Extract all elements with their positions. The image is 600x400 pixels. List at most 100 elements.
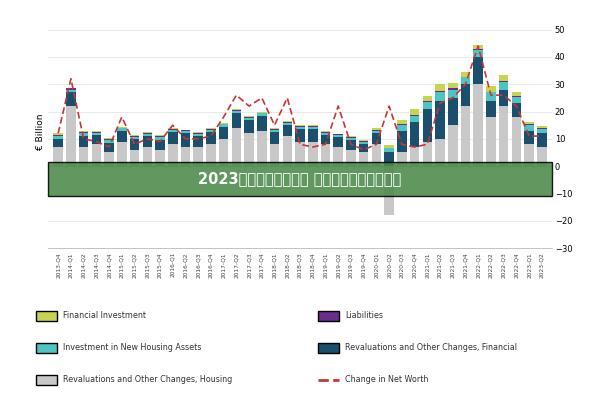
Bar <box>524 125 534 131</box>
Bar <box>410 122 419 147</box>
Text: 2014-Q2: 2014-Q2 <box>81 252 86 278</box>
Bar <box>473 49 483 50</box>
Bar <box>66 92 76 106</box>
Bar <box>53 135 63 136</box>
Text: 2020-Q1: 2020-Q1 <box>374 252 379 278</box>
Bar <box>486 86 496 92</box>
Bar <box>257 112 266 113</box>
Bar <box>512 117 521 166</box>
Bar <box>244 117 254 118</box>
Bar <box>397 125 407 131</box>
Bar <box>270 132 280 144</box>
Text: 2017-Q4: 2017-Q4 <box>259 252 265 278</box>
Bar <box>308 129 317 142</box>
Bar <box>334 138 343 147</box>
Text: 2021-Q2: 2021-Q2 <box>437 252 443 278</box>
Bar <box>537 147 547 166</box>
Bar <box>155 135 165 136</box>
Text: 2014-Q4: 2014-Q4 <box>107 252 112 278</box>
Bar <box>219 123 229 124</box>
Bar <box>168 144 178 166</box>
Bar <box>435 92 445 101</box>
Bar <box>435 91 445 92</box>
Text: 2014-Q3: 2014-Q3 <box>94 252 99 278</box>
Bar <box>130 137 139 139</box>
Text: 2015-Q3: 2015-Q3 <box>145 252 150 278</box>
Bar <box>66 90 76 92</box>
Text: 2021-Q1: 2021-Q1 <box>425 252 430 278</box>
Bar <box>257 113 266 114</box>
Bar <box>334 134 343 135</box>
Bar <box>283 136 292 166</box>
Bar <box>130 150 139 166</box>
Bar <box>499 106 508 166</box>
Bar <box>334 135 343 138</box>
Bar <box>346 137 356 138</box>
Text: 2015-Q1: 2015-Q1 <box>119 252 124 278</box>
Bar <box>422 142 432 166</box>
Bar <box>410 147 419 166</box>
Bar <box>295 129 305 142</box>
Text: 2021-Q3: 2021-Q3 <box>450 252 455 278</box>
Text: Investment in New Housing Assets: Investment in New Housing Assets <box>63 344 202 352</box>
Bar <box>537 126 547 128</box>
Bar <box>346 136 356 137</box>
Bar <box>53 136 63 139</box>
Bar <box>143 136 152 147</box>
Text: 2023-Q2: 2023-Q2 <box>539 252 544 278</box>
Bar <box>524 131 534 144</box>
Bar <box>371 130 381 131</box>
Text: 2018-Q4: 2018-Q4 <box>310 252 315 278</box>
Bar <box>371 131 381 133</box>
Text: 2022-Q1: 2022-Q1 <box>476 252 481 278</box>
Text: 2020-Q3: 2020-Q3 <box>400 252 404 278</box>
Bar <box>143 134 152 136</box>
Bar <box>79 132 88 133</box>
Bar <box>79 136 88 147</box>
Bar <box>283 122 292 123</box>
Bar <box>385 148 394 152</box>
Bar <box>232 111 241 113</box>
Bar <box>168 130 178 132</box>
Bar <box>448 125 458 166</box>
Text: Change in Net Worth: Change in Net Worth <box>345 376 428 384</box>
Bar <box>66 106 76 166</box>
Text: 2022-Q3: 2022-Q3 <box>501 252 506 278</box>
Text: 2018-Q1: 2018-Q1 <box>272 252 277 278</box>
Bar <box>244 116 254 117</box>
Bar <box>117 142 127 166</box>
Bar <box>66 88 76 90</box>
Text: 2014-Q1: 2014-Q1 <box>68 252 73 278</box>
Text: 2017-Q3: 2017-Q3 <box>247 252 251 278</box>
Bar <box>512 103 521 117</box>
Bar <box>524 122 534 124</box>
Bar <box>104 139 114 140</box>
Bar <box>385 166 394 215</box>
Bar <box>206 128 215 129</box>
Bar <box>461 78 470 84</box>
Bar <box>117 128 127 131</box>
Bar <box>193 136 203 147</box>
Bar <box>512 96 521 103</box>
Bar <box>232 128 241 166</box>
Text: 2020-Q2: 2020-Q2 <box>386 252 392 278</box>
Bar <box>397 120 407 124</box>
Bar <box>295 127 305 129</box>
Bar <box>537 128 547 129</box>
Bar <box>168 128 178 129</box>
Bar <box>92 131 101 132</box>
Bar <box>448 90 458 98</box>
Bar <box>79 147 88 166</box>
Bar <box>537 129 547 133</box>
Text: 2019-Q1: 2019-Q1 <box>323 252 328 278</box>
Bar <box>244 118 254 120</box>
Bar <box>244 133 254 166</box>
Bar <box>219 126 229 139</box>
Bar <box>320 135 330 144</box>
Bar <box>461 106 470 166</box>
Bar <box>193 147 203 166</box>
Bar <box>320 144 330 166</box>
Text: 2018-Q3: 2018-Q3 <box>298 252 302 278</box>
Bar <box>232 109 241 110</box>
Bar <box>283 123 292 125</box>
